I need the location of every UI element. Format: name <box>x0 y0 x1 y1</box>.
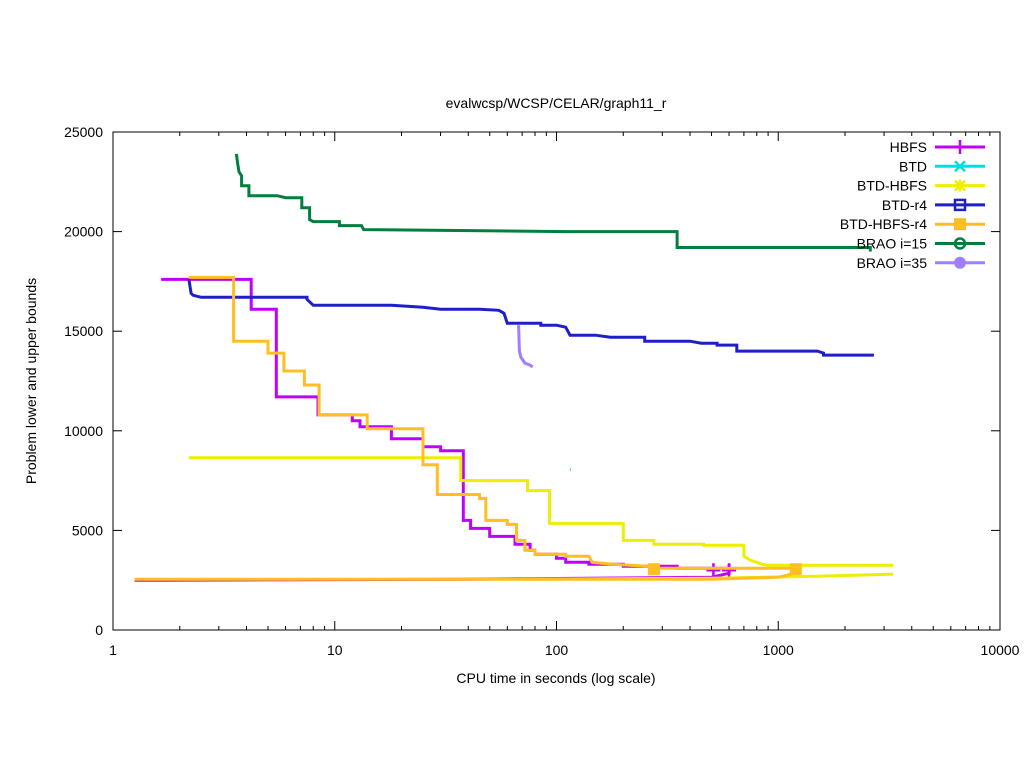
series-brao-i-15 <box>234 153 872 252</box>
series-brao-i-35 <box>517 325 534 369</box>
data-point-marker <box>647 563 660 576</box>
legend-label: BRAO i=15 <box>857 236 928 252</box>
legend-label: BTD <box>899 158 927 174</box>
legend-marker <box>953 237 967 250</box>
y-tick-label: 20000 <box>64 224 103 240</box>
x-tick-label: 100 <box>545 642 569 658</box>
series-line-upper <box>188 275 796 570</box>
legend-marker <box>953 140 967 154</box>
series-hbfs <box>134 277 737 582</box>
x-tick-label: 10 <box>327 642 343 658</box>
legend-marker <box>954 179 966 192</box>
y-tick-label: 15000 <box>64 323 103 339</box>
data-point-marker <box>789 563 802 576</box>
legend-label: BTD-HBFS-r4 <box>840 216 927 232</box>
legend-marker <box>954 256 966 269</box>
y-tick-label: 10000 <box>64 423 103 439</box>
series-line-upper <box>517 325 534 369</box>
y-tick-label: 5000 <box>72 522 103 538</box>
series-line-upper <box>161 277 730 570</box>
x-tick-label: 1 <box>109 642 117 658</box>
x-tick-label: 1000 <box>763 642 794 658</box>
y-axis: 0 5000 10000 15000 20000 25000 <box>64 124 1000 638</box>
series-line-upper <box>188 456 894 567</box>
legend-label: BRAO i=35 <box>857 255 928 271</box>
series-btd-hbfs-r4 <box>134 275 802 581</box>
legend-marker <box>954 160 966 173</box>
chart-title: evalwcsp/WCSP/CELAR/graph11_r <box>446 95 667 111</box>
series-line-upper <box>187 279 874 357</box>
series-line-upper <box>234 153 872 252</box>
legend: HBFS BTD BTD-HBFS BTD-r4 BTD-HBFS-r4 BRAO i=1… <box>840 139 985 271</box>
plot-series-group <box>134 153 894 582</box>
y-axis-label: Problem lower and upper bounds <box>23 278 39 484</box>
series-btd-hbfs <box>188 456 894 581</box>
legend-label: BTD-HBFS <box>857 178 927 194</box>
y-tick-label: 0 <box>95 622 103 638</box>
data-point-marker <box>722 563 737 578</box>
legend-marker <box>954 218 966 231</box>
x-axis-label: CPU time in seconds (log scale) <box>456 670 655 686</box>
x-axis: 1 10 100 1000 10000 <box>109 132 1020 658</box>
data-point-marker <box>706 563 721 578</box>
legend-label: HBFS <box>890 139 927 155</box>
series-btd-r4 <box>187 279 874 357</box>
legend-label: BTD-r4 <box>882 197 927 213</box>
legend-marker <box>953 198 967 212</box>
x-tick-label: 10000 <box>981 642 1020 658</box>
y-tick-label: 25000 <box>64 124 103 140</box>
